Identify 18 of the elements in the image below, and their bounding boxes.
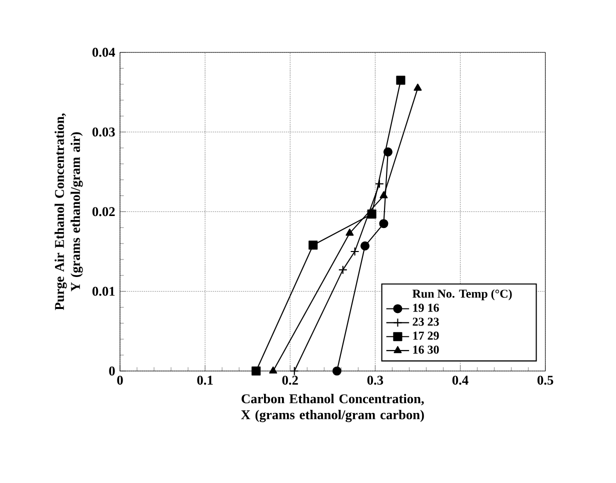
x-axis-title: Carbon Ethanol Concentration, X (grams ethanol/gram carbon) <box>241 394 424 422</box>
legend-label: 17 29 <box>413 332 439 340</box>
y-tick-label: 0 <box>109 366 115 376</box>
x-tick-label: 0.4 <box>452 376 468 385</box>
x-tick-label: 0.3 <box>367 376 384 385</box>
y-axis-title: Purge Air Ethanol Concentration, Y (grams ethanol/gram air) <box>54 113 83 310</box>
legend-label: 23 23 <box>412 318 439 326</box>
legend-label: 19 16 <box>413 304 439 312</box>
legend-title: Run No. Temp (°C) <box>412 289 512 300</box>
x-tick-label: 0.1 <box>197 376 213 385</box>
y-tick-label: 0.01 <box>92 286 115 296</box>
y-tick-label: 0.04 <box>92 48 116 57</box>
x-tick-label: 0.5 <box>538 376 554 385</box>
legend-label: 16 30 <box>413 346 439 354</box>
y-tick-label: 0.03 <box>92 127 115 137</box>
y-tick-label: 0.02 <box>92 207 115 216</box>
x-tick-label: 0 <box>117 376 123 385</box>
x-tick-label: 0.2 <box>282 376 298 385</box>
